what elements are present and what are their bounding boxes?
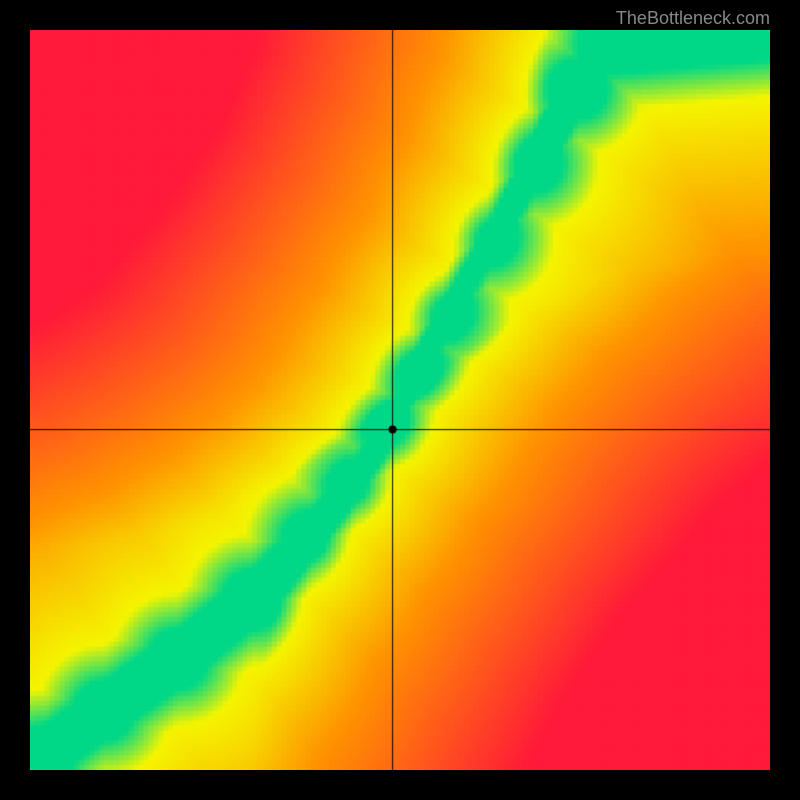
watermark-text: TheBottleneck.com — [616, 8, 770, 29]
heatmap-chart — [30, 30, 770, 770]
chart-container: TheBottleneck.com — [0, 0, 800, 800]
heatmap-canvas — [30, 30, 770, 770]
